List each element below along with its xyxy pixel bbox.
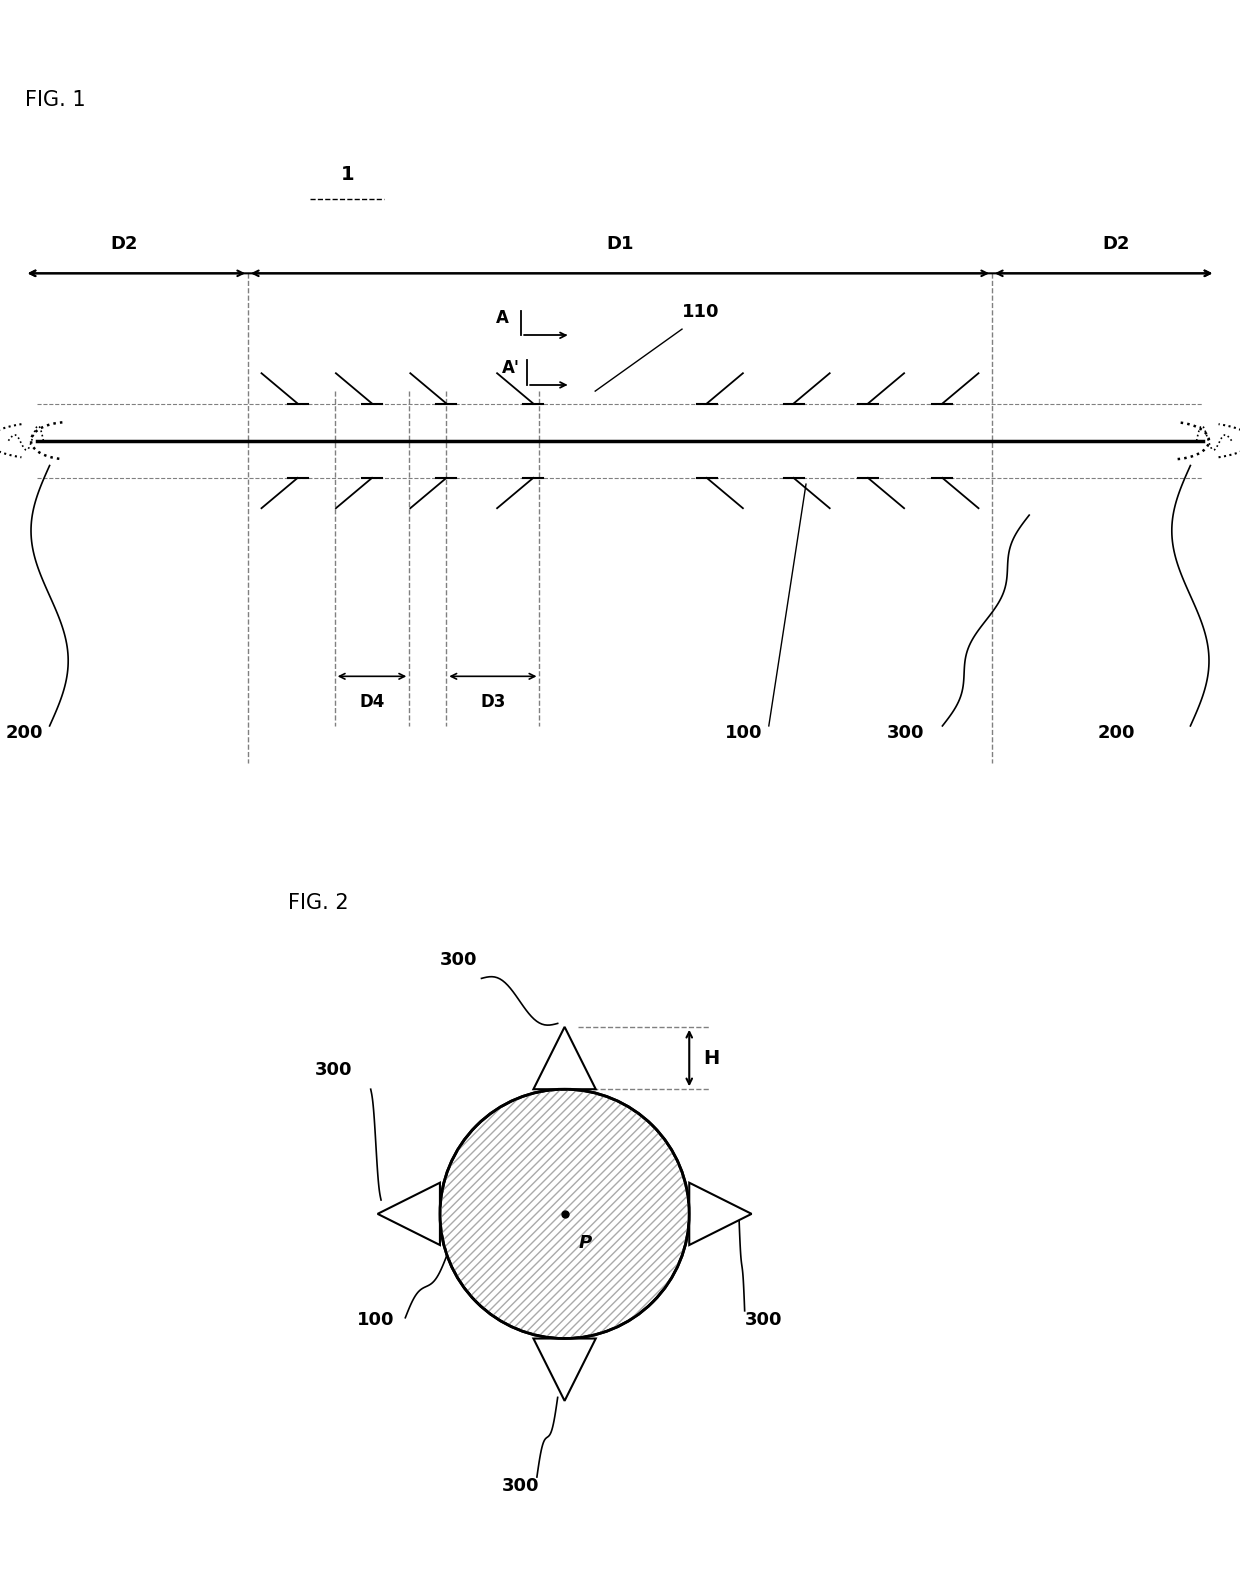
Circle shape [440,1089,689,1338]
Text: 1: 1 [341,165,353,184]
Text: 200: 200 [1097,724,1135,743]
Polygon shape [533,1026,595,1089]
Polygon shape [378,1182,440,1245]
Text: 300: 300 [440,951,477,968]
Text: D3: D3 [480,693,506,711]
Text: A: A [496,309,508,327]
Text: D2: D2 [110,235,138,252]
Text: 100: 100 [357,1311,394,1328]
Text: H: H [703,1048,719,1067]
Text: 300: 300 [502,1476,539,1495]
Text: D1: D1 [606,235,634,252]
Text: A': A' [502,359,521,376]
Text: FIG. 1: FIG. 1 [25,90,86,110]
Text: D4: D4 [360,693,384,711]
Text: 300: 300 [315,1061,352,1080]
Text: FIG. 2: FIG. 2 [288,892,348,913]
Text: P: P [578,1234,591,1253]
Text: 300: 300 [745,1311,782,1328]
Text: 200: 200 [6,724,43,743]
Polygon shape [533,1338,595,1401]
Text: 300: 300 [887,724,924,743]
Text: 110: 110 [682,302,719,321]
Text: 100: 100 [725,724,763,743]
Text: D2: D2 [1102,235,1130,252]
Polygon shape [689,1182,751,1245]
